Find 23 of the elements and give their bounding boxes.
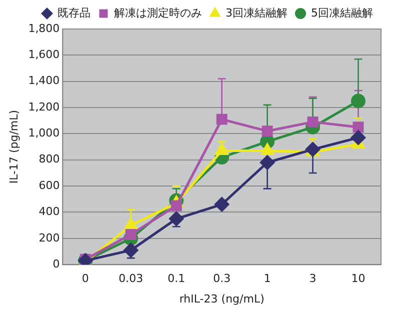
y-tick-label: 1,800 — [28, 22, 60, 35]
legend-label: 既存品 — [58, 6, 91, 20]
x-tick-label: 0.3 — [213, 272, 231, 286]
legend-label: 解凍は測定時のみ — [114, 6, 202, 20]
y-axis-title: IL-17 (pg/mL) — [7, 110, 20, 184]
y-tick-label: 1,600 — [28, 48, 60, 62]
x-tick-label: 10 — [351, 272, 366, 286]
legend-label: 5回凍結融解 — [311, 6, 373, 20]
y-tick-label: 1,200 — [28, 100, 60, 114]
y-tick-label: 400 — [38, 205, 60, 218]
x-axis-title: rhIL-23 (ng/mL) — [179, 292, 264, 306]
y-tick-label: 1,400 — [28, 74, 60, 88]
x-tick-label: 1 — [264, 272, 271, 286]
y-tick-label: 1,000 — [28, 126, 60, 140]
y-tick-label: 800 — [38, 152, 60, 166]
y-tick-label: 200 — [38, 231, 60, 244]
x-tick-label: 0.1 — [168, 272, 186, 286]
x-tick-label: 3 — [309, 272, 316, 286]
y-tick-label: 0 — [52, 257, 60, 270]
y-tick-label: 600 — [38, 178, 60, 192]
x-tick-label: 0 — [82, 272, 89, 286]
legend-label: 3回凍結融解 — [226, 6, 288, 20]
x-tick-label: 0.03 — [118, 272, 144, 286]
